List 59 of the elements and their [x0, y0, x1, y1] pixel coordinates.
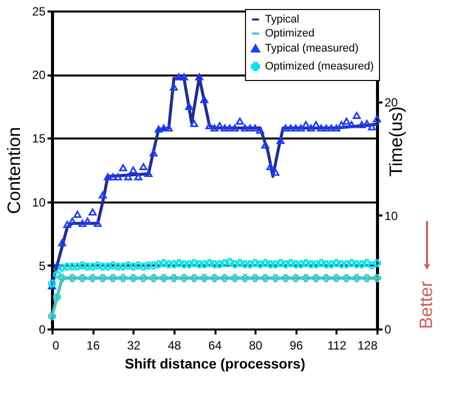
point: [220, 274, 229, 282]
point: [362, 274, 371, 282]
legend-label: Optimized: [265, 28, 315, 40]
y-tick-label: 20: [32, 68, 46, 82]
point: [180, 274, 188, 282]
point: [200, 274, 208, 282]
point: [108, 274, 117, 282]
x-tick-label: 80: [248, 338, 263, 352]
point: [230, 274, 239, 282]
x-tick-label: 128: [357, 338, 378, 352]
point: [119, 274, 128, 282]
point: [342, 274, 350, 282]
point: [98, 274, 107, 282]
point: [78, 274, 86, 282]
y-tick-label: 25: [32, 4, 46, 18]
x-tick-label: 16: [86, 338, 100, 352]
point: [58, 274, 66, 282]
point: [68, 274, 76, 282]
point: [332, 274, 340, 282]
point: [88, 274, 97, 282]
legend-label: Optimized (measured): [265, 60, 374, 72]
point: [190, 274, 198, 282]
point: [150, 274, 158, 282]
text: Better: [416, 280, 436, 329]
y2-tick-label: 10: [384, 208, 398, 223]
point: [261, 274, 270, 282]
y-axis-title: Contention: [4, 126, 24, 214]
point: [292, 274, 300, 282]
x-tick-label: 32: [127, 338, 141, 352]
point: [139, 274, 148, 282]
point: [271, 274, 280, 282]
y-tick-label: 0: [38, 322, 46, 336]
x-tick-label: 112: [327, 338, 347, 352]
point: [322, 274, 330, 282]
legend-label: Typical: [265, 14, 300, 26]
point: [48, 312, 56, 320]
point: [210, 274, 218, 282]
point: [53, 293, 62, 302]
y2-axis-title: Time(us): [386, 106, 406, 177]
point: [170, 274, 178, 282]
point: [373, 274, 381, 282]
point: [352, 274, 361, 282]
y2-tick-label: 0: [384, 322, 392, 336]
point: [160, 274, 168, 282]
point: [312, 274, 320, 282]
legend-label: Typical (measured): [265, 42, 359, 54]
x-axis-title: Shift distance (processors): [124, 356, 306, 372]
x-tick-label: 96: [290, 338, 304, 352]
point: [302, 274, 310, 282]
point: [251, 274, 260, 282]
point: [282, 274, 290, 282]
x-tick-label: 64: [208, 338, 222, 352]
y-tick-label: 10: [32, 195, 46, 210]
y-tick-label: 5: [38, 258, 46, 273]
x-tick-label: 48: [168, 338, 182, 352]
y-tick-label: 15: [32, 132, 46, 146]
x-tick-label: 0: [52, 338, 60, 352]
point: [129, 274, 138, 282]
point: [241, 274, 249, 282]
